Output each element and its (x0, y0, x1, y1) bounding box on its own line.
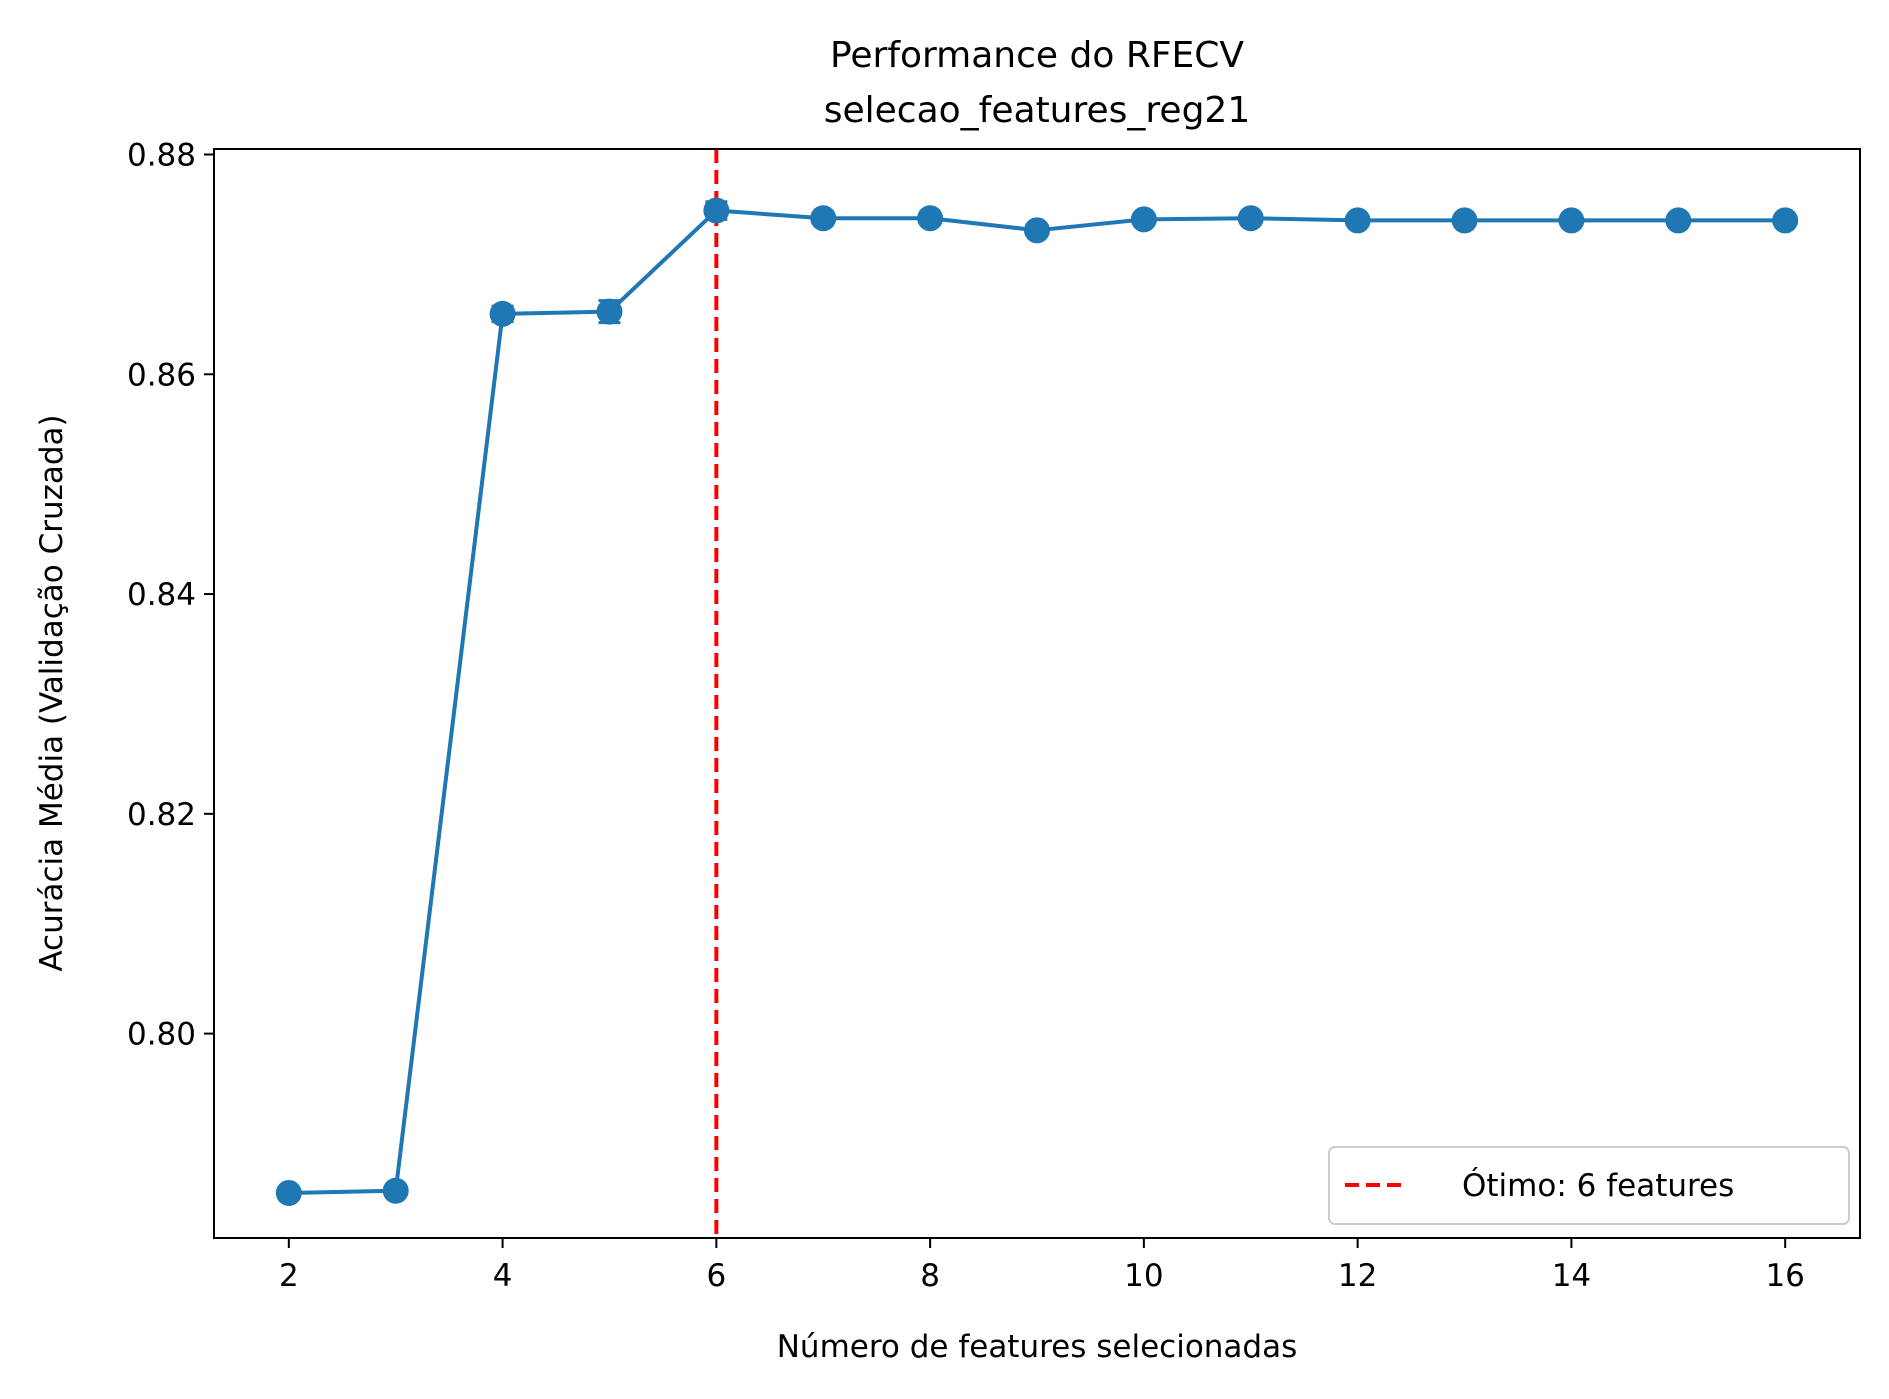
legend: Ótimo: 6 features (1328, 1146, 1850, 1225)
x-axis-label: Número de features selecionadas (777, 1329, 1298, 1365)
data-point (810, 205, 837, 232)
data-point (489, 300, 516, 327)
legend-box (1328, 1146, 1850, 1225)
legend-label: Ótimo: 6 features (1462, 1167, 1734, 1204)
y-tick-label: 0.80 (127, 1017, 196, 1053)
data-point (275, 1179, 302, 1206)
plot-frame (213, 148, 1861, 1239)
data-point (1344, 207, 1371, 234)
y-axis-ticks: 0.80 0.82 0.84 0.86 0.88 (127, 137, 214, 1053)
data-point (1024, 217, 1050, 244)
x-tick-label: 10 (1124, 1258, 1163, 1294)
data-point (1130, 206, 1157, 233)
y-tick-label: 0.82 (127, 797, 196, 833)
x-tick-label: 2 (279, 1258, 299, 1294)
y-axis-label: Acurácia Média (Validação Cruzada) (34, 414, 70, 971)
data-point (1665, 207, 1692, 234)
data-point (1237, 205, 1264, 232)
x-tick-label: 4 (493, 1258, 513, 1294)
data-point (1451, 207, 1478, 234)
data-point (917, 205, 944, 232)
y-tick-label: 0.84 (127, 577, 196, 613)
x-tick-label: 16 (1765, 1258, 1804, 1294)
y-tick-label: 0.88 (127, 137, 196, 173)
data-point (596, 298, 623, 325)
data-point (1558, 207, 1585, 234)
x-tick-label: 6 (706, 1258, 726, 1294)
chart-title: Performance do RFECV (830, 35, 1244, 76)
data-point (703, 197, 730, 224)
x-tick-label: 12 (1338, 1258, 1377, 1294)
plot-area (275, 149, 1799, 1238)
data-point (382, 1177, 409, 1204)
data-point (1772, 207, 1799, 234)
y-tick-label: 0.86 (127, 357, 196, 393)
x-tick-label: 14 (1552, 1258, 1591, 1294)
x-axis-ticks: 2 4 6 8 10 12 14 16 (279, 1238, 1805, 1294)
chart-subtitle: selecao_features_reg21 (824, 90, 1250, 131)
x-tick-label: 8 (920, 1258, 940, 1294)
